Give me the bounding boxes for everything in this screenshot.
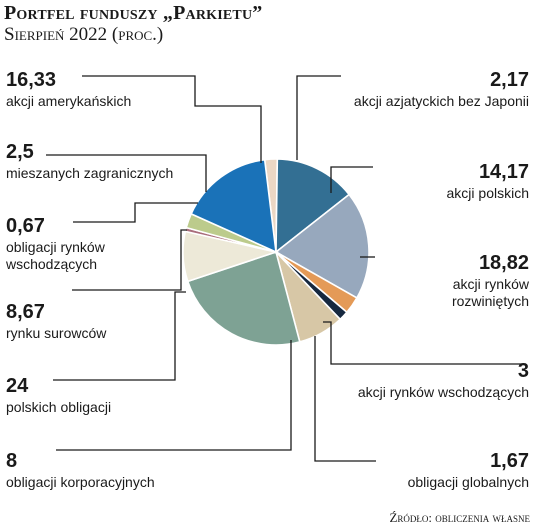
leader-lines — [46, 75, 526, 462]
slice-value-label: 2,17 — [490, 69, 529, 91]
leader-line — [330, 166, 373, 193]
pie-slices — [182, 158, 370, 346]
slice-value-label: 16,33 — [6, 69, 56, 91]
slice-value-label: 8 — [6, 450, 17, 472]
slice-category-label: akcji amerykańskich — [6, 93, 131, 109]
leader-line — [296, 75, 341, 160]
slice-category-label: akcji rynków wschodzących — [358, 384, 529, 400]
pie-slice — [190, 158, 277, 254]
slice-category-label: rynku surowców — [6, 325, 107, 341]
leader-line — [46, 154, 207, 192]
slice-category-label: akcji azjatyckich bez Japonii — [354, 93, 529, 109]
pie-slice — [274, 193, 370, 299]
source-note: Źródło: obliczenia własne — [389, 510, 530, 525]
leader-line — [72, 229, 187, 291]
slice-category-label: mieszanych zagranicznych — [6, 165, 173, 181]
slice-category-label: akcji polskich — [447, 185, 529, 201]
slice-value-label: 2,5 — [6, 141, 34, 163]
pie-slice — [186, 250, 301, 346]
slice-category-label: obligacji rynków — [6, 239, 106, 255]
slice-value-label: 18,82 — [479, 252, 529, 274]
slice-category-label: polskich obligacji — [6, 399, 111, 415]
slice-value-label: 3 — [518, 360, 529, 382]
slice-value-label: 8,67 — [6, 301, 45, 323]
slice-labels: 2,17 akcji azjatyckich bez Japonii 14,17 ak… — [5, 69, 530, 490]
chart-title: Portfel funduszy „Parkietu” — [4, 2, 263, 24]
leader-line — [82, 75, 262, 163]
chart-subtitle: Sierpień 2022 (proc.) — [4, 24, 164, 45]
slice-category-label: obligacji globalnych — [408, 474, 529, 490]
slice-value-label: 24 — [6, 375, 29, 397]
leader-line — [323, 321, 526, 365]
leader-line — [73, 202, 198, 223]
slice-category-label: wschodzących — [5, 256, 97, 272]
slice-category-label: rozwiniętych — [452, 293, 529, 309]
slice-value-label: 0,67 — [6, 215, 45, 237]
leader-line — [314, 336, 376, 462]
leader-line — [56, 340, 292, 451]
leader-line — [53, 291, 186, 381]
slice-category-label: obligacji korporacyjnych — [6, 474, 155, 490]
slice-value-label: 1,67 — [490, 450, 529, 472]
slice-category-label: akcji rynków — [453, 276, 530, 292]
slice-value-label: 14,17 — [479, 161, 529, 183]
